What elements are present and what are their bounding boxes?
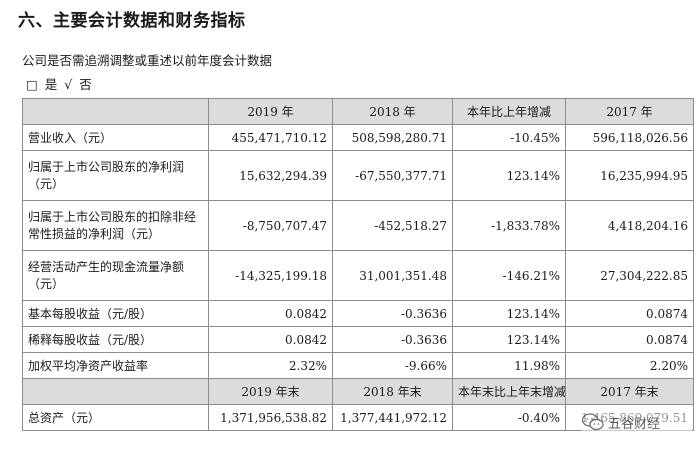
table-row: 基本每股收益（元/股） 0.0842 -0.3636 123.14% 0.087… — [22, 300, 694, 327]
subheader-cell-2018-end: 2018 年末 — [332, 378, 453, 405]
cell-2019-end: 1,371,956,538.82 — [208, 404, 333, 431]
header-cell-blank — [22, 98, 209, 125]
section-heading: 六、主要会计数据和财务指标 — [18, 11, 246, 31]
cell-2018-end: 1,377,441,972.12 — [332, 404, 453, 431]
row-label: 加权平均净资产收益率 — [22, 352, 209, 379]
cell-2019: 0.0842 — [208, 300, 333, 327]
subheader-cell-2019-end: 2019 年末 — [208, 378, 333, 405]
cell-change: 11.98% — [452, 352, 566, 379]
cell-change: 123.14% — [452, 150, 566, 201]
restatement-question: 公司是否需追溯调整或重述以前年度会计数据 — [22, 53, 273, 68]
subheader-cell-blank — [22, 378, 209, 405]
cell-2017: 596,118,026.56 — [565, 124, 694, 151]
cell-2019: 0.0842 — [208, 326, 333, 353]
table-row: 营业收入（元） 455,471,710.12 508,598,280.71 -1… — [22, 124, 694, 151]
subheader-cell-change: 本年末比上年末增减 — [452, 378, 566, 405]
row-label: 归属于上市公司股东的扣除非经常性损益的净利润（元） — [22, 200, 209, 251]
watermark-text: 五谷财经 — [608, 416, 661, 432]
cell-2019: -8,750,707.47 — [208, 200, 333, 251]
option-yes-label: 是 — [44, 77, 58, 92]
financial-indicators-table: 2019 年 2018 年 本年比上年增减 2017 年 营业收入（元） 455… — [22, 98, 694, 431]
cell-2017: 16,235,994.95 — [565, 150, 694, 201]
header-cell-change: 本年比上年增减 — [452, 98, 566, 125]
row-label: 归属于上市公司股东的净利润（元） — [22, 150, 209, 201]
table-row: 归属于上市公司股东的净利润（元） 15,632,294.39 -67,550,3… — [22, 150, 694, 201]
row-label: 总资产（元） — [22, 404, 209, 431]
cell-2017: 4,418,204.16 — [565, 200, 694, 251]
cell-2018: 508,598,280.71 — [332, 124, 453, 151]
header-cell-2019: 2019 年 — [208, 98, 333, 125]
row-label: 经营活动产生的现金流量净额（元） — [22, 250, 209, 301]
header-cell-2017: 2017 年 — [565, 98, 694, 125]
checkbox-yes: □ — [26, 77, 38, 92]
cell-2017: 27,304,222.85 — [565, 250, 694, 301]
cell-2018: -0.3636 — [332, 300, 453, 327]
cell-2018: -0.3636 — [332, 326, 453, 353]
cell-change: -10.45% — [452, 124, 566, 151]
cell-change: -0.40% — [452, 404, 566, 431]
cell-change: -1,833.78% — [452, 200, 566, 251]
cell-2018: -67,550,377.71 — [332, 150, 453, 201]
table-row: 稀释每股收益（元/股） 0.0842 -0.3636 123.14% 0.087… — [22, 326, 694, 353]
option-no-label: 否 — [79, 77, 92, 92]
cell-2018: -452,518.27 — [332, 200, 453, 251]
cell-2019: 455,471,710.12 — [208, 124, 333, 151]
table-row: 经营活动产生的现金流量净额（元） -14,325,199.18 31,001,3… — [22, 250, 694, 301]
restatement-options: □ 是 √ 否 — [26, 74, 95, 93]
subheader-cell-2017-end: 2017 年末 — [565, 378, 694, 405]
watermark: 五谷财经 — [582, 410, 692, 434]
table-row: 加权平均净资产收益率 2.32% -9.66% 11.98% 2.20% — [22, 352, 694, 379]
cell-2018: -9.66% — [332, 352, 453, 379]
cell-change: 123.14% — [452, 326, 566, 353]
wechat-icon — [582, 413, 604, 431]
row-label: 稀释每股收益（元/股） — [22, 326, 209, 353]
cell-change: 123.14% — [452, 300, 566, 327]
table-row: 归属于上市公司股东的扣除非经常性损益的净利润（元） -8,750,707.47 … — [22, 200, 694, 251]
cell-2019: 15,632,294.39 — [208, 150, 333, 201]
check-mark-icon: √ — [64, 77, 73, 92]
table-header-row: 2019 年 2018 年 本年比上年增减 2017 年 — [22, 98, 694, 125]
cell-2017: 2.20% — [565, 352, 694, 379]
cell-2017: 0.0874 — [565, 300, 694, 327]
table-subheader-row: 2019 年末 2018 年末 本年末比上年末增减 2017 年末 — [22, 378, 694, 405]
row-label: 营业收入（元） — [22, 124, 209, 151]
cell-2017: 0.0874 — [565, 326, 694, 353]
cell-2018: 31,001,351.48 — [332, 250, 453, 301]
cell-change: -146.21% — [452, 250, 566, 301]
row-label: 基本每股收益（元/股） — [22, 300, 209, 327]
cell-2019: 2.32% — [208, 352, 333, 379]
header-cell-2018: 2018 年 — [332, 98, 453, 125]
cell-2019: -14,325,199.18 — [208, 250, 333, 301]
